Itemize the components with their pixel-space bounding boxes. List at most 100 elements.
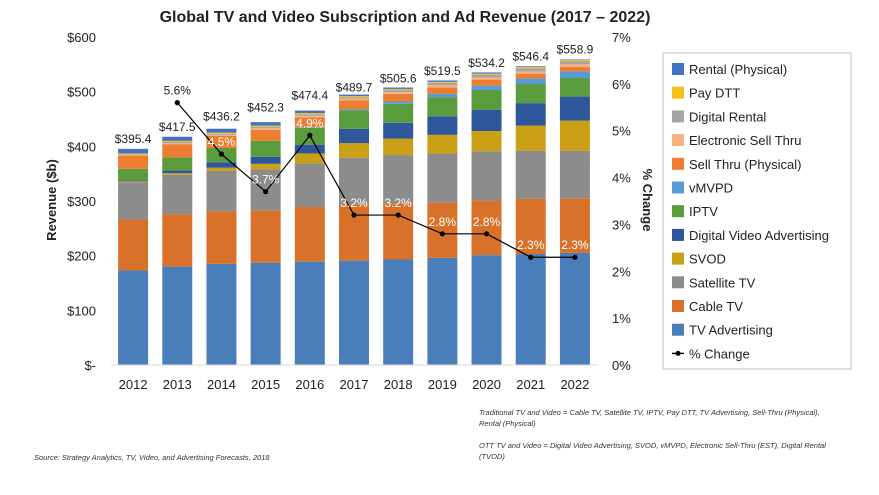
- bar-segment: [471, 79, 502, 86]
- bar-segment: [471, 109, 502, 132]
- bar-segment: [206, 167, 237, 171]
- bar-segment: [206, 211, 237, 264]
- x-tick-label: 2014: [207, 377, 236, 392]
- bar-segment: [559, 78, 590, 97]
- bar-segment: [294, 114, 325, 116]
- legend-box: [662, 52, 852, 370]
- pct-change-label: 3.7%: [252, 173, 280, 187]
- legend-label: Electronic Sell Thru: [689, 133, 801, 148]
- bar-segment: [162, 143, 193, 145]
- legend-item: Cable TV: [672, 299, 743, 314]
- y-tick-label: $-: [84, 358, 96, 373]
- bar-segment: [294, 261, 325, 365]
- bar-segment: [206, 132, 237, 134]
- bar-segment: [515, 73, 546, 79]
- bar-stack-2012: [118, 148, 149, 365]
- traditional-note: Traditional TV and Video = Cable TV, Sat…: [479, 408, 820, 428]
- bar-segment: [162, 141, 193, 144]
- legend-label: Digital Video Advertising: [689, 228, 829, 243]
- bar-segment: [515, 84, 546, 104]
- legend-label: IPTV: [689, 204, 718, 219]
- total-label: $505.6: [380, 72, 417, 86]
- bar-segment: [162, 140, 193, 142]
- pct-change-point: [263, 189, 269, 195]
- bar-segment: [383, 203, 414, 260]
- bar-segment: [559, 150, 590, 199]
- total-label: $474.4: [291, 89, 328, 103]
- bar-segment: [118, 154, 149, 156]
- y-tick-label: $400: [67, 139, 96, 154]
- chart-title: Global TV and Video Subscription and Ad …: [160, 9, 651, 26]
- legend-swatch: [672, 252, 684, 265]
- bar-segment: [559, 96, 590, 121]
- bar-segment: [339, 94, 369, 97]
- pct-change-point: [572, 254, 578, 260]
- bar-segment: [339, 260, 369, 365]
- legend-item: Rental (Physical): [672, 62, 787, 77]
- total-label: $534.2: [468, 56, 505, 70]
- bar-segment: [162, 173, 193, 175]
- ott-note: OTT TV and Video = Digital Video Adverti…: [479, 441, 826, 461]
- bar-segment: [339, 109, 369, 111]
- pct-change-label: 4.9%: [296, 116, 324, 130]
- legend-label: Sell Thru (Physical): [689, 157, 801, 172]
- bar-segment: [383, 93, 414, 102]
- bar-stack-2022: [559, 59, 590, 365]
- bar-segment: [515, 67, 546, 69]
- bar-segment: [294, 163, 325, 208]
- bar-segment: [471, 77, 502, 80]
- pct-change-point: [174, 100, 180, 106]
- total-label: $417.5: [159, 120, 196, 134]
- total-label: $546.4: [512, 49, 549, 63]
- bar-segment: [250, 140, 281, 157]
- legend-item: TV Advertising: [672, 323, 773, 338]
- bar-segment: [559, 120, 590, 151]
- bar-segment: [515, 150, 546, 199]
- bar-segment: [162, 214, 193, 267]
- bar-segment: [427, 85, 458, 88]
- bar-segment: [118, 155, 149, 169]
- bar-segment: [162, 144, 193, 158]
- legend-swatch: [672, 157, 684, 170]
- bar-segment: [559, 61, 590, 65]
- bar-segment: [427, 97, 458, 117]
- legend-swatch: [672, 181, 684, 194]
- x-tick-label: 2016: [295, 377, 324, 392]
- y-tick-label: $100: [67, 303, 96, 318]
- legend-label: SVOD: [689, 252, 726, 267]
- bar-segment: [515, 103, 546, 126]
- bar-segment: [427, 81, 458, 83]
- bar-segment: [250, 262, 281, 365]
- y2-axis-title: % Change: [640, 169, 655, 232]
- y-tick-label: $500: [67, 85, 96, 100]
- x-tick-label: 2019: [428, 377, 457, 392]
- x-tick-label: 2017: [340, 377, 369, 392]
- legend-swatch: [672, 228, 684, 241]
- bar-segment: [250, 125, 281, 127]
- bar-segment: [118, 182, 149, 220]
- bar-stack-2017: [339, 94, 369, 365]
- bar-segment: [515, 78, 546, 85]
- bar-segment: [294, 110, 325, 113]
- y2-tick-label: 2%: [612, 264, 631, 279]
- legend-label: Cable TV: [689, 299, 743, 314]
- y-tick-label: $600: [67, 30, 96, 45]
- bar-stack-2013: [162, 136, 193, 365]
- bar-segment: [471, 72, 502, 74]
- bar-segment: [383, 87, 414, 89]
- bar-segment: [427, 153, 458, 203]
- bar-segment: [471, 255, 502, 365]
- pct-change-label: 2.3%: [517, 238, 545, 252]
- bar-segment: [339, 98, 369, 101]
- bar-stack-2018: [383, 87, 414, 365]
- bar-segment: [250, 210, 281, 263]
- bar-segment: [471, 131, 502, 152]
- pct-change-point: [483, 231, 490, 237]
- bar-segment: [559, 64, 590, 68]
- bar-segment: [427, 134, 458, 154]
- pct-change-label: 3.2%: [385, 196, 413, 210]
- legend-label: Pay DTT: [689, 86, 740, 101]
- bar-segment: [471, 74, 502, 78]
- bar-segment: [427, 93, 458, 98]
- bar-segment: [294, 144, 325, 154]
